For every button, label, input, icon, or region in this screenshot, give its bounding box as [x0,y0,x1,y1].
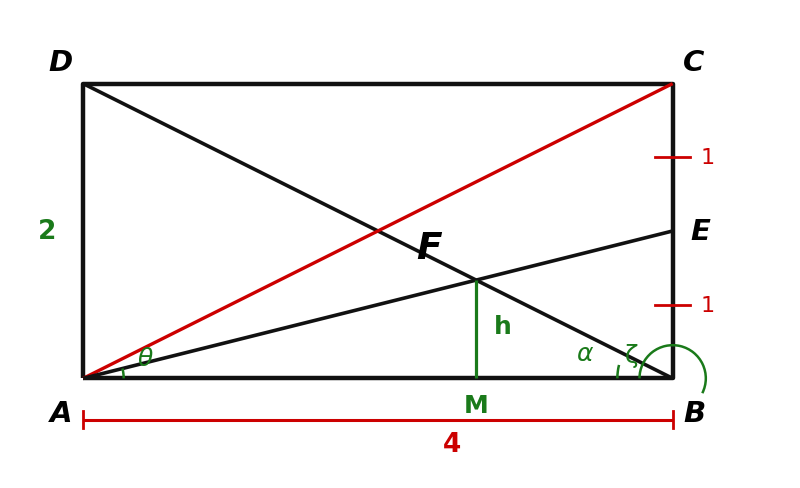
Text: 1: 1 [701,295,714,315]
Text: D: D [49,49,73,77]
Text: α: α [576,342,593,366]
Text: B: B [683,399,706,427]
Text: F: F [416,230,442,266]
Text: 4: 4 [442,431,461,457]
Text: A: A [50,399,73,427]
Text: θ: θ [138,346,153,370]
Text: M: M [464,393,489,417]
Text: C: C [683,49,704,77]
Text: 1: 1 [701,148,714,168]
Text: 2: 2 [38,219,57,244]
Text: ζ: ζ [625,343,638,367]
Text: h: h [494,315,512,339]
Text: E: E [690,218,710,245]
